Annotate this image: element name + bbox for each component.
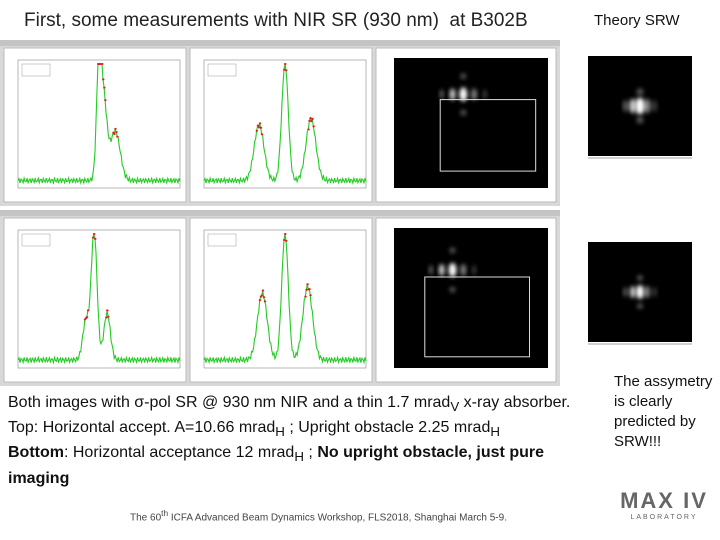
theory-spot: [636, 116, 644, 124]
spot: [460, 73, 467, 80]
slide-title: First, some measurements with NIR SR (93…: [24, 10, 528, 31]
spot: [449, 247, 456, 254]
spot: [482, 89, 487, 100]
image: [394, 58, 548, 188]
window-bar: [0, 40, 560, 46]
theory-spot: [629, 286, 636, 298]
legend-box: [207, 63, 237, 77]
spot: [428, 265, 433, 275]
logo-sub: LABORATORY: [630, 514, 698, 521]
text: ; Upright obstacle 2.25 mrad: [284, 419, 491, 437]
spot: [439, 89, 444, 100]
theory-spot: [652, 100, 657, 112]
theory-spot: [643, 98, 651, 114]
window-bar: [0, 210, 560, 216]
text: The 60: [130, 512, 162, 524]
spot: [471, 88, 478, 101]
logo-name: MAX IV: [620, 488, 708, 513]
text: Both images with σ-pol SR @ 930 nm NIR a…: [8, 394, 451, 411]
text: Top: Horizontal accept. A=10.66 mrad: [8, 419, 276, 437]
theory-spot: [636, 285, 644, 299]
subscript: H: [275, 424, 285, 440]
theory-spot: [629, 98, 637, 114]
text: ;: [303, 444, 318, 462]
footer: The 60th ICFA Advanced Beam Dynamics Wor…: [130, 508, 507, 523]
theory-spot: [644, 286, 651, 298]
theory-spot: [636, 88, 644, 96]
subscript: H: [490, 424, 500, 440]
theory-spot: [652, 287, 657, 297]
plot-area: [17, 59, 181, 189]
text: x-ray absorber.: [459, 394, 571, 411]
bold-text: No upright obstacle, just pure imaging: [8, 444, 544, 487]
fit-curve: [97, 63, 119, 138]
spot: [460, 109, 467, 116]
subscript: V: [450, 399, 460, 415]
fit-curve: [258, 233, 312, 303]
text: : Horizontal acceptance 12 mrad: [63, 444, 295, 462]
text: ICFA Advanced Beam Dynamics Workshop, FL…: [168, 512, 507, 524]
spot: [459, 87, 468, 102]
fit-curve: [255, 63, 315, 136]
roi-box: [439, 99, 537, 172]
spot: [449, 88, 456, 101]
spot: [448, 263, 457, 277]
curve: [17, 233, 181, 365]
theory-spot: [623, 100, 628, 112]
legend-box: [21, 233, 51, 247]
theory-spot: [637, 275, 643, 281]
note: The assymetry is clearly predicted by SR…: [614, 373, 713, 450]
spot: [449, 286, 456, 293]
theory-spot: [635, 97, 645, 115]
body-text: Both images with σ-pol SR @ 930 nm NIR a…: [8, 392, 578, 489]
fit-curve: [83, 233, 110, 321]
body-line: Top: Horizontal accept. A=10.66 mradH ; …: [8, 417, 578, 442]
plot-area: [17, 229, 181, 369]
image: [394, 228, 548, 368]
superscript: th: [161, 508, 169, 518]
spot: [472, 265, 477, 275]
legend-box: [21, 63, 51, 77]
spot: [438, 264, 445, 276]
plot-area: [203, 229, 367, 369]
subscript: H: [294, 449, 304, 465]
theory-spot: [637, 303, 643, 309]
roi-box: [424, 276, 531, 358]
legend-box: [207, 233, 237, 247]
logo: MAX IV LABORATORY: [618, 488, 710, 521]
plot-area: [203, 59, 367, 189]
theory-spot: [623, 287, 628, 297]
body-line: Bottom: Horizontal acceptance 12 mradH ;…: [8, 442, 578, 488]
bold-text: Bottom: [8, 444, 64, 462]
side-title: Theory SRW: [594, 12, 680, 29]
spot: [460, 264, 467, 276]
body-line: Both images with σ-pol SR @ 930 nm NIR a…: [8, 392, 578, 417]
